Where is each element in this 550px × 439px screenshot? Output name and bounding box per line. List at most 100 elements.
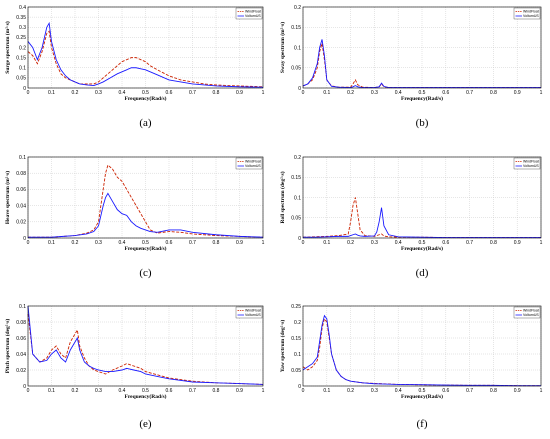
x-tick-label: 0: [27, 90, 30, 96]
x-tick-label: 0.1: [48, 90, 55, 96]
y-tick-label: 0.25: [291, 304, 301, 310]
x-tick-label: 0: [302, 240, 305, 246]
x-tick-label: 0.5: [419, 240, 426, 246]
legend-label: WindFloat: [523, 160, 539, 164]
chart-panel-1: 0 0.1 0.2 0.3 0.4 0.5 0.6 0.7 0.8 0.9 1 0 0.05 0.1 0.1…: [4, 5, 265, 129]
y-tick-label: 0: [23, 384, 26, 390]
y-tick-label: 0.2: [294, 155, 301, 161]
y-tick-label: 0.1: [294, 45, 301, 51]
y-tick-label: 0: [23, 236, 26, 242]
x-tick-label: 0.7: [189, 388, 196, 394]
chart-panel-4: 0 0.1 0.2 0.3 0.4 0.5 0.6 0.7 0.8 0.9 1 0 0.05 0.1 0.1…: [279, 155, 543, 279]
legend-box: [513, 306, 541, 319]
x-tick-label: 0.3: [95, 240, 102, 246]
legend-box: [235, 7, 263, 20]
series-line-windfloat: [27, 30, 264, 88]
x-tick-label: 0.4: [119, 240, 126, 246]
y-tick-label: 0.08: [16, 320, 26, 326]
x-tick-label: 0.7: [189, 240, 196, 246]
x-tick-label: 0.9: [236, 240, 243, 246]
y-tick-label: 0.1: [294, 195, 301, 201]
panel-caption: (c): [139, 267, 152, 279]
x-tick-label: 0.6: [442, 90, 449, 96]
y-tick-label: 0.02: [16, 368, 26, 374]
y-tick-label: 0: [298, 384, 301, 390]
plot-frame: [302, 305, 542, 387]
legend-label: WindFloat: [245, 10, 261, 14]
x-tick-label: 0.5: [419, 388, 426, 394]
y-tick-label: 0.15: [291, 336, 301, 342]
x-tick-label: 0.6: [166, 240, 173, 246]
y-tick-label: 0.25: [16, 35, 26, 41]
legend-label: VolturnUS: [245, 14, 261, 18]
legend-box: [513, 7, 541, 20]
series-line-volturnus: [302, 39, 541, 89]
x-tick-label: 0.8: [213, 388, 220, 394]
x-tick-label: 0.7: [466, 90, 473, 96]
series-line-volturnus: [303, 207, 541, 239]
x-tick-label: 0: [302, 388, 305, 394]
x-axis-label: Frequency(Rad/s): [124, 393, 166, 400]
series-line-volturnus: [27, 21, 264, 88]
y-tick-label: 0.06: [16, 336, 26, 342]
legend-label: VolturnUS: [245, 313, 261, 317]
x-tick-label: 0.2: [347, 240, 354, 246]
panel-caption: (b): [416, 117, 429, 129]
legend-label: WindFloat: [523, 309, 539, 313]
y-tick-label: 0.05: [16, 76, 26, 82]
y-axis-label: Heave spectrum (m²·s): [4, 171, 11, 224]
x-tick-label: 0.8: [490, 90, 497, 96]
y-tick-label: 0.1: [19, 66, 26, 72]
x-tick-label: 0: [27, 240, 30, 246]
x-tick-label: 0.3: [95, 90, 102, 96]
plot-frame: [27, 305, 264, 387]
y-tick-label: 0.05: [291, 368, 301, 374]
y-tick-label: 0: [23, 86, 26, 92]
panel-caption: (f): [417, 418, 428, 430]
y-tick-label: 0.05: [291, 66, 301, 72]
chart-panel-5: 0 0.1 0.2 0.3 0.4 0.5 0.6 0.7 0.8 0.9 1 0 0.02 0.04 0.…: [4, 304, 265, 430]
y-tick-label: 0: [298, 86, 301, 92]
y-axis-label: Yaw spectrum (deg²·s): [279, 320, 286, 373]
x-tick-label: 1: [262, 90, 265, 96]
x-axis-label: Frequency(Rad/s): [124, 245, 166, 252]
y-tick-label: 0: [298, 236, 301, 242]
x-tick-label: 0.4: [119, 388, 126, 394]
panel-caption: (d): [416, 267, 429, 279]
y-tick-label: 0.1: [19, 155, 26, 161]
x-tick-label: 0.3: [371, 240, 378, 246]
x-tick-label: 0.8: [213, 90, 220, 96]
x-tick-label: 0.1: [323, 90, 330, 96]
x-axis-label: Frequency(Rad/s): [401, 245, 443, 252]
series-line-windfloat: [27, 313, 264, 385]
plot-frame: [27, 156, 264, 239]
y-axis-label: Pitch spectrum (deg²·s): [4, 319, 11, 374]
x-tick-label: 0.6: [166, 388, 173, 394]
chart-panel-2: 0 0.1 0.2 0.3 0.4 0.5 0.6 0.7 0.8 0.9 1 0 0.05 0.1 0.1…: [279, 5, 543, 129]
x-tick-label: 0.2: [72, 388, 79, 394]
x-axis-label: Frequency(Rad/s): [124, 95, 166, 102]
y-tick-label: 0.05: [291, 216, 301, 222]
x-tick-label: 0.5: [142, 240, 149, 246]
x-axis-label: Frequency(Rad/s): [401, 393, 443, 400]
x-tick-label: 0.2: [347, 90, 354, 96]
x-tick-label: 0.1: [323, 240, 330, 246]
x-tick-label: 0: [302, 90, 305, 96]
x-tick-label: 0.9: [236, 388, 243, 394]
x-tick-label: 0.4: [395, 388, 402, 394]
y-tick-label: 0.35: [16, 15, 26, 21]
y-tick-label: 0.04: [16, 203, 26, 209]
legend-box: [235, 157, 263, 170]
x-tick-label: 0.7: [466, 240, 473, 246]
x-tick-label: 0.5: [142, 388, 149, 394]
x-tick-label: 0.2: [72, 90, 79, 96]
x-tick-label: 0.8: [213, 240, 220, 246]
y-tick-label: 0.1: [19, 304, 26, 310]
legend-label: VolturnUS: [523, 164, 539, 168]
x-tick-label: 1: [262, 240, 265, 246]
